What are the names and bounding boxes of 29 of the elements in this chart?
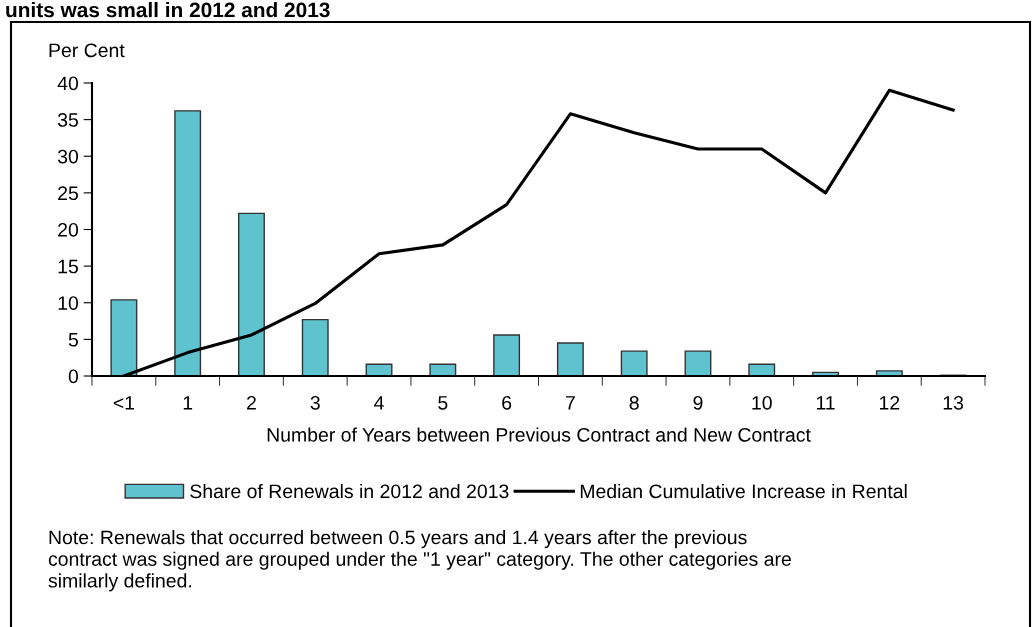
y-tick-label: 35: [57, 113, 78, 127]
y-tick-label: 25: [58, 186, 78, 201]
x-tick-label: 11: [816, 396, 835, 410]
x-axis-title: Number of Years between Previous Contract and New Contract: [267, 427, 811, 442]
x-tick-label: 1: [183, 396, 193, 410]
x-tick-label: 6: [502, 395, 512, 410]
x-tick-label: 12: [879, 395, 900, 410]
y-axis-title: Per Cent: [49, 43, 125, 58]
legend-label: Median Cumulative Increase in Rental: [580, 483, 907, 499]
x-tick-label: 13: [943, 395, 964, 410]
y-tick-label: 30: [57, 149, 79, 164]
y-tick-label: 5: [68, 333, 78, 347]
x-tick-label: 2: [247, 395, 256, 410]
x-tick-label: 4: [374, 396, 384, 410]
x-tick-label: 5: [438, 396, 448, 410]
y-tick-label: 0: [68, 369, 79, 384]
x-tick-label: 7: [565, 396, 575, 410]
x-tick-label: 9: [693, 395, 703, 410]
x-tick-label: 10: [752, 395, 772, 410]
x-tick-label: 3: [310, 395, 320, 410]
y-tick-label: 10: [58, 296, 79, 310]
x-tick-label: <1: [113, 396, 135, 410]
x-tick-label: 8: [629, 395, 639, 410]
y-tick-label: 15: [58, 259, 78, 274]
y-tick-label: 20: [58, 222, 79, 237]
text: Note: Renewals that occurred between 0.5 years and 1.4 years after the previous contract was signed are grouped under the "1 year" category. The other categories are similarly defined.: [48, 530, 791, 592]
y-tick-label: 40: [57, 76, 79, 91]
chart-title: units was small in 2012 and 2013: [6, 2, 330, 18]
legend-label: Share of Renewals in 2012 and 2013: [190, 483, 509, 499]
